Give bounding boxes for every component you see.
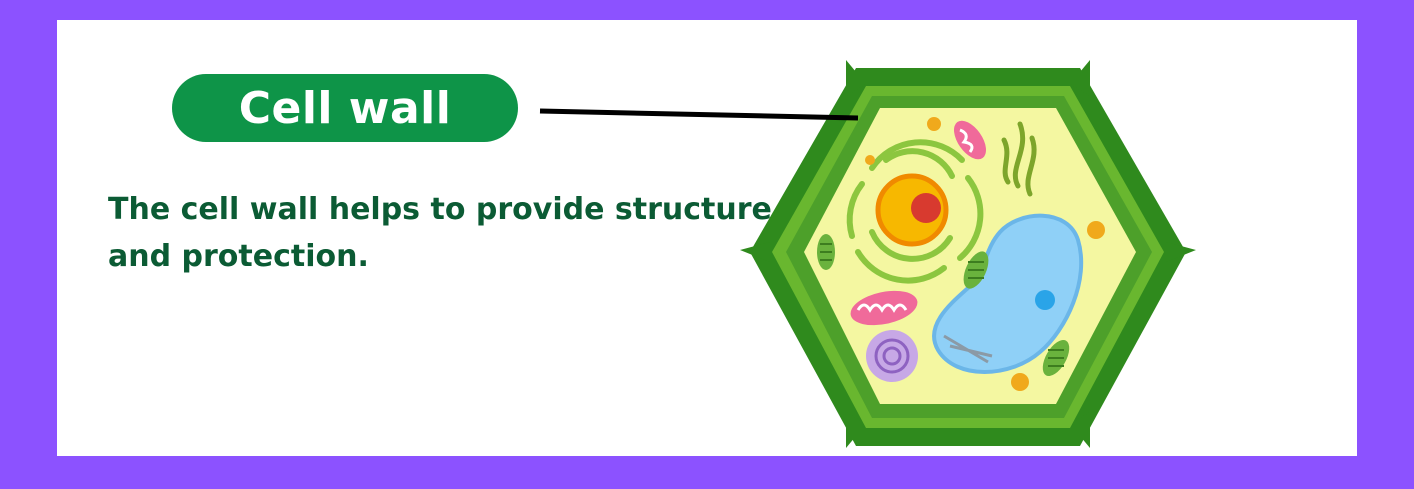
- mitochondria-top: [954, 120, 986, 160]
- golgi-strands: [1001, 121, 1037, 197]
- vacuole-crystal: [943, 334, 993, 364]
- cell-wall-label: Cell wall: [172, 74, 518, 142]
- granules: [865, 117, 1105, 391]
- cell-wall-label-text: Cell wall: [238, 82, 452, 134]
- chloroplast-middle: [963, 251, 989, 289]
- mitochondria-bottom: [850, 290, 918, 326]
- golgi-body: [866, 330, 918, 382]
- nucleolus: [911, 193, 941, 223]
- chloroplast-bottom: [1042, 339, 1070, 377]
- endoplasmic-reticulum: [846, 139, 984, 284]
- chloroplast-left: [817, 234, 835, 270]
- vacuole-spot: [1035, 290, 1055, 310]
- cell-wall-description: The cell wall helps to provide structure…: [108, 192, 772, 274]
